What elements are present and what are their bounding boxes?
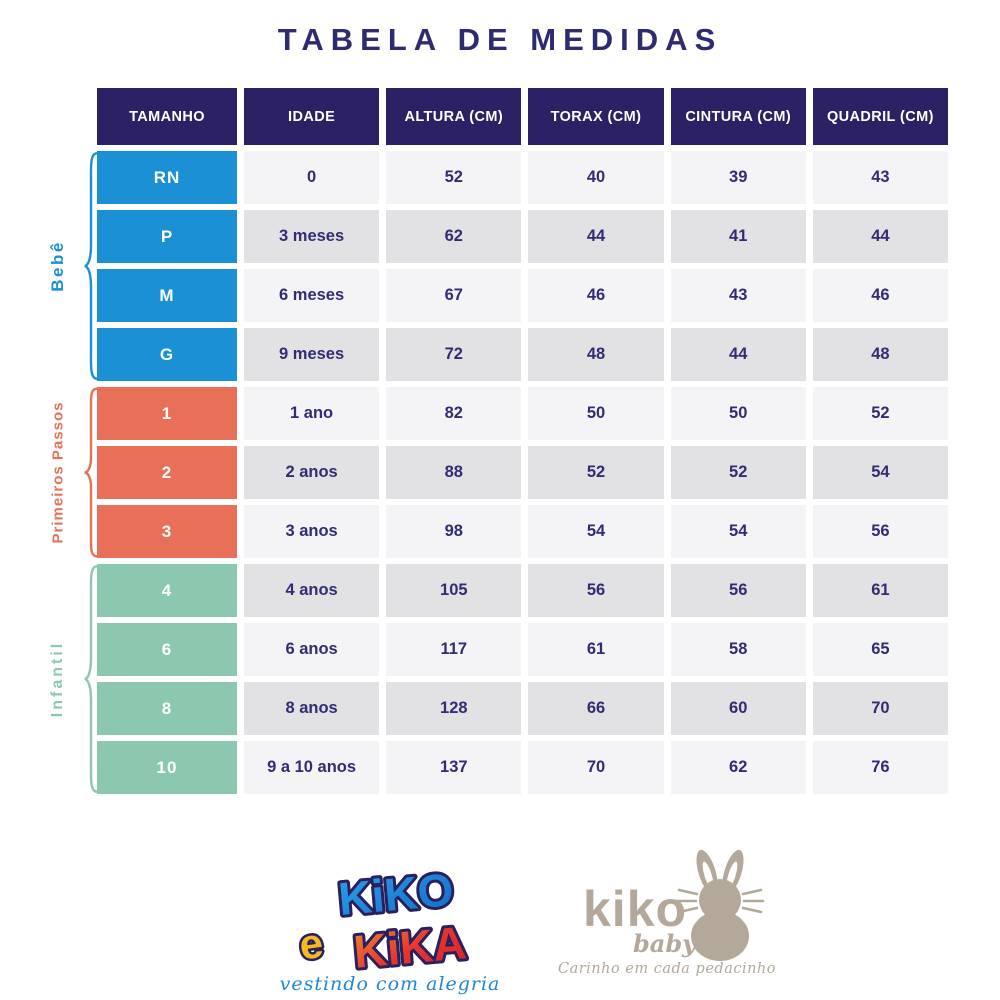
table-cell: 3 meses [244,210,380,263]
column-header-idade: IDADE [244,88,380,145]
size-cell: 4 [97,564,237,617]
kika-wordmark: KiKA [352,916,469,978]
table-cell: 98 [386,505,522,558]
table-cell: 6 anos [244,623,380,676]
kiko-baby-logo: kiko baby Carinho em cada pedacinho [558,849,776,977]
table-cell: 62 [670,741,806,794]
table-cell: 105 [386,564,522,617]
table-cell: 9 meses [244,328,380,381]
table-cell: 66 [528,682,664,735]
table-cell: 44 [528,210,664,263]
table-cell: 41 [670,210,806,263]
table-cell: 61 [528,623,664,676]
column-header-altura: ALTURA (CM) [386,88,522,145]
table-cell: 54 [812,446,948,499]
table-cell: 43 [670,269,806,322]
group-label-primeiros-passos: Primeiros Passos [49,401,67,544]
size-cell: 6 [97,623,237,676]
size-cell: 10 [97,741,237,794]
bebe-group-brace-icon [83,151,99,381]
table-cell: 48 [812,328,948,381]
table-cell: 88 [386,446,522,499]
column-header-quadril: QUADRIL (CM) [812,88,948,145]
table-cell: 4 anos [244,564,380,617]
table-cell: 62 [386,210,522,263]
kiko-e-kika-logo: KiKO e KiKA vestindo com alegria [280,860,501,995]
table-cell: 52 [386,151,522,204]
kiko-baby-sub-wordmark: baby [633,929,698,958]
table-cell: 6 meses [244,269,380,322]
group-label-bebe: Bebê [48,240,68,292]
table-cell: 128 [386,682,522,735]
table-cell: 56 [528,564,664,617]
table-cell: 39 [670,151,806,204]
table-cell: 58 [670,623,806,676]
kiko-baby-tagline: Carinho em cada pedacinho [558,961,776,977]
bunny-icon [675,849,765,961]
kiko-wordmark: KiKO [336,863,455,925]
kiko-baby-wordmark: kiko [583,881,687,937]
size-cell: 2 [97,446,237,499]
table-cell: 54 [670,505,806,558]
table-cell: 67 [386,269,522,322]
kiko-kika-tagline: vestindo com alegria [280,973,501,995]
size-cell: 8 [97,682,237,735]
table-cell: 65 [812,623,948,676]
table-cell: 72 [386,328,522,381]
primeiros-passos-group-brace-icon [83,387,99,558]
table-cell: 50 [528,387,664,440]
table-cell: 61 [812,564,948,617]
size-cell: 3 [97,505,237,558]
size-cell: G [97,328,237,381]
table-cell: 46 [528,269,664,322]
page-title: TABELA DE MEDIDAS [277,22,723,57]
column-header-torax: TORAX (CM) [528,88,664,145]
column-header-tamanho: TAMANHO [97,88,237,145]
table-cell: 40 [528,151,664,204]
table-cell: 117 [386,623,522,676]
table-cell: 52 [670,446,806,499]
table-cell: 3 anos [244,505,380,558]
table-cell: 0 [244,151,380,204]
table-cell: 44 [812,210,948,263]
size-cell: RN [97,151,237,204]
table-cell: 54 [528,505,664,558]
table-cell: 44 [670,328,806,381]
table-cell: 56 [812,505,948,558]
table-cell: 82 [386,387,522,440]
table-cell: 9 a 10 anos [244,741,380,794]
table-cell: 46 [812,269,948,322]
kiko-e-conjunction: e [296,919,326,969]
table-cell: 48 [528,328,664,381]
table-cell: 60 [670,682,806,735]
size-cell: P [97,210,237,263]
measurements-table: TAMANHO IDADE ALTURA (CM) TORAX (CM) CIN… [97,88,948,794]
table-cell: 76 [812,741,948,794]
table-cell: 70 [528,741,664,794]
size-cell: 1 [97,387,237,440]
table-cell: 56 [670,564,806,617]
table-cell: 8 anos [244,682,380,735]
column-header-cintura: CINTURA (CM) [670,88,806,145]
table-cell: 70 [812,682,948,735]
group-label-infantil: Infantil [49,640,66,718]
table-cell: 50 [670,387,806,440]
infantil-group-brace-icon [83,564,99,794]
table-cell: 43 [812,151,948,204]
table-cell: 2 anos [244,446,380,499]
table-cell: 52 [812,387,948,440]
table-cell: 137 [386,741,522,794]
table-cell: 52 [528,446,664,499]
table-cell: 1 ano [244,387,380,440]
size-cell: M [97,269,237,322]
